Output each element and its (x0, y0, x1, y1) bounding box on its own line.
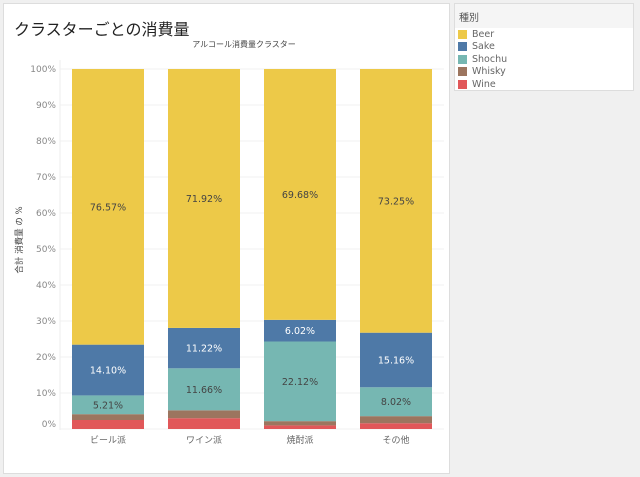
bar-segment-wine (360, 423, 432, 429)
data-label: 22.12% (282, 377, 318, 388)
data-label: 73.25% (378, 196, 414, 207)
bar-segment-whisky (264, 421, 336, 426)
legend-item-whisky[interactable]: Whisky (455, 66, 633, 79)
y-tick-label: 30% (36, 317, 56, 327)
y-tick-label: 20% (36, 353, 56, 363)
bar-segment-shochu (264, 341, 336, 422)
legend-label: Wine (472, 78, 496, 90)
legend-label: Beer (472, 28, 495, 40)
bar-segment-beer (264, 69, 336, 320)
data-label: 5.21% (93, 400, 123, 411)
y-axis-label: 合計 消費量 の % (14, 206, 25, 273)
data-label: 69.68% (282, 190, 318, 201)
x-tick-label: その他 (382, 434, 409, 446)
page-title: クラスターごとの消費量 (14, 20, 190, 39)
legend-item-beer[interactable]: Beer (455, 28, 633, 41)
legend-label: Shochu (472, 53, 508, 65)
bar-segment-beer (360, 69, 432, 333)
legend-swatch (458, 54, 467, 64)
x-tick-label: ワイン派 (186, 435, 222, 446)
bar-segment-sake (360, 332, 432, 388)
legend-swatch (458, 79, 467, 89)
bar-segment-wine (264, 425, 336, 429)
bar-segment-wine (168, 418, 240, 429)
legend-item-shochu[interactable]: Shochu (455, 53, 633, 66)
x-tick-label: 焼酎派 (286, 434, 313, 446)
bar-segment-wine (72, 420, 144, 429)
bar-segment-shochu (72, 395, 144, 415)
legend-item-sake[interactable]: Sake (455, 41, 633, 54)
data-label: 76.57% (90, 202, 126, 213)
y-tick-label: 70% (36, 173, 56, 183)
bar-segment-shochu (168, 368, 240, 411)
bar-segment-whisky (360, 416, 432, 424)
bar-segment-sake (264, 319, 336, 342)
legend-label: Whisky (472, 66, 506, 78)
bar-segment-sake (72, 344, 144, 396)
legend-swatch (458, 29, 467, 39)
data-label: 6.02% (285, 326, 315, 337)
data-label: 11.22% (186, 344, 222, 355)
y-tick-label: 90% (36, 101, 56, 111)
x-tick-label: ビール派 (90, 435, 126, 446)
data-label: 11.66% (186, 385, 222, 396)
legend-label: Sake (472, 41, 495, 53)
legend-title: 種別 (455, 4, 633, 28)
legend-swatch (458, 67, 467, 77)
data-label: 14.10% (90, 366, 126, 377)
bar-segment-beer (168, 69, 240, 328)
bar-segment-whisky (72, 414, 144, 420)
y-tick-label: 50% (36, 245, 56, 255)
y-tick-label: 0% (42, 420, 57, 430)
legend-item-wine[interactable]: Wine (455, 78, 633, 91)
y-tick-label: 80% (36, 137, 56, 147)
bar-segment-beer (72, 69, 144, 345)
y-tick-label: 60% (36, 209, 56, 219)
y-tick-label: 100% (30, 65, 56, 75)
chart-title: アルコール消費量クラスター (192, 39, 296, 49)
data-label: 8.02% (381, 397, 411, 408)
data-label: 71.92% (186, 194, 222, 205)
legend: 種別 Beer Sake Shochu Whisky Wine (454, 3, 634, 91)
bar-segment-sake (168, 327, 240, 369)
legend-swatch (458, 42, 467, 52)
y-tick-label: 40% (36, 281, 56, 291)
bar-segment-whisky (168, 410, 240, 419)
data-label: 15.16% (378, 355, 414, 366)
bar-segment-shochu (360, 387, 432, 417)
y-tick-label: 10% (36, 389, 56, 399)
